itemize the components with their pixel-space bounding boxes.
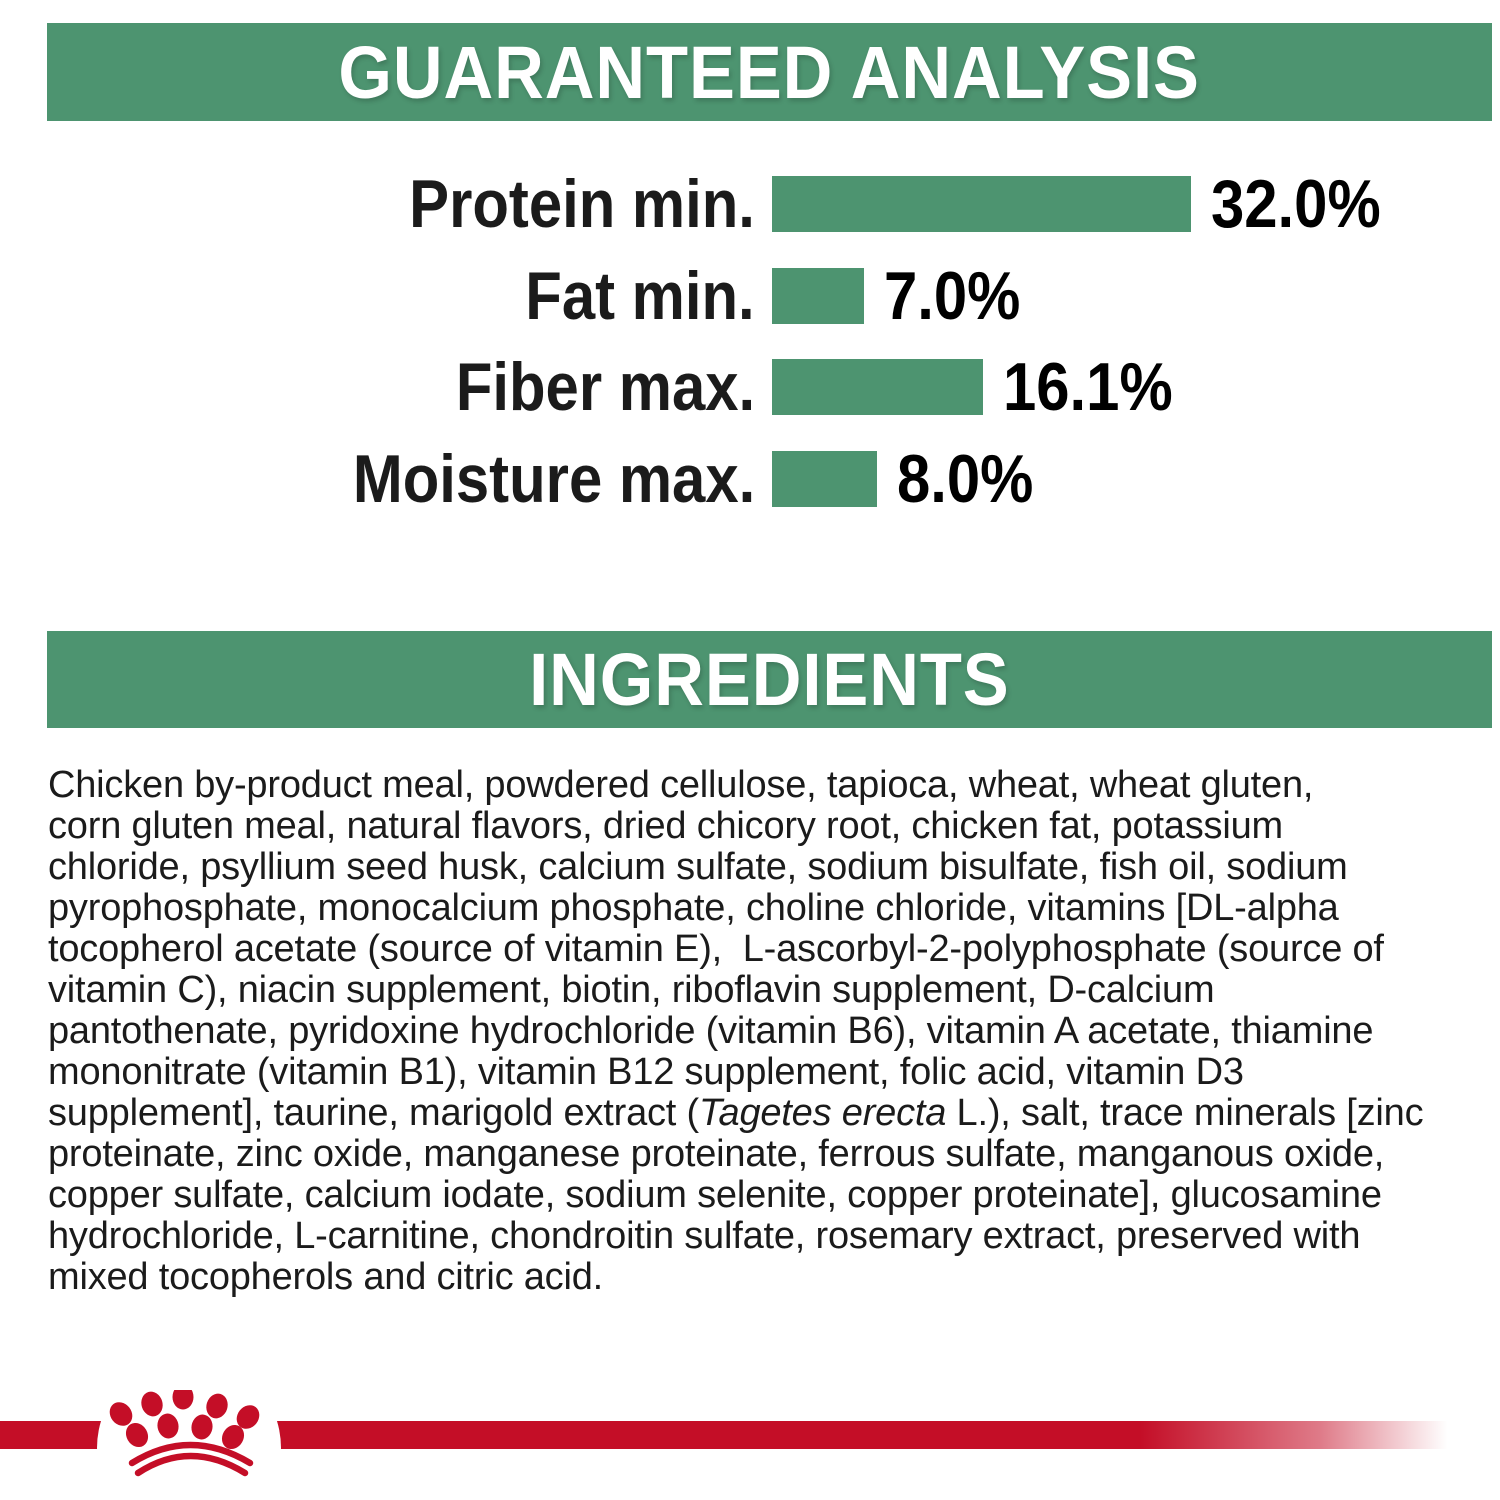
crown-dot xyxy=(206,1393,228,1419)
crown-dot xyxy=(221,1424,245,1450)
guaranteed-analysis-chart: Protein min. 32.0% Fat min. 7.0% Fiber max. 1… xyxy=(0,0,1500,560)
nutrient-value: 16.1% xyxy=(1003,349,1173,426)
analysis-row: Protein min. 32.0% xyxy=(0,166,1500,242)
crown-dot xyxy=(109,1402,133,1426)
nutrient-label: Moisture max. xyxy=(352,440,755,517)
value-bar xyxy=(772,267,864,324)
nutrient-value: 32.0% xyxy=(1211,166,1381,242)
crown-dot xyxy=(172,1390,194,1410)
nutrient-label: Fiber max. xyxy=(455,349,755,426)
analysis-row: Moisture max. 8.0% xyxy=(0,440,1500,517)
ingredients-text-part: L.), salt, trace minerals [zinc proteina… xyxy=(48,1092,1424,1298)
analysis-row: Fiber max. 16.1% xyxy=(0,349,1500,426)
ingredients-text-part: Chicken by-product meal, powdered cellul… xyxy=(48,764,1384,1134)
crown-dot xyxy=(125,1422,149,1448)
crown-dot xyxy=(191,1414,213,1440)
nutrient-label: Fat min. xyxy=(525,257,755,334)
nutrient-value: 8.0% xyxy=(897,440,1034,517)
royal-canin-crown-logo xyxy=(109,1390,260,1477)
crown-arc-lower xyxy=(134,1452,249,1477)
nutrient-label: Protein min. xyxy=(409,166,755,242)
ingredients-paragraph: Chicken by-product meal, powdered cellul… xyxy=(48,764,1424,1298)
analysis-row: Fat min. 7.0% xyxy=(0,257,1500,334)
value-bar xyxy=(772,359,983,416)
crown-arc-upper xyxy=(128,1441,254,1467)
crown-dot xyxy=(157,1413,179,1439)
crown-dot xyxy=(141,1391,163,1417)
value-bar xyxy=(772,176,1191,232)
guaranteed-analysis-banner: GUARANTEED ANALYSIS xyxy=(47,23,1492,121)
guaranteed-analysis-title: GUARANTEED ANALYSIS xyxy=(338,30,1201,114)
ingredients-banner: INGREDIENTS xyxy=(47,631,1492,728)
latin-name-italic: Tagetes erecta xyxy=(698,1092,947,1134)
crown-dot xyxy=(236,1405,260,1429)
nutrient-value: 7.0% xyxy=(884,257,1021,334)
ingredients-title: INGREDIENTS xyxy=(529,638,1010,721)
value-bar xyxy=(772,450,877,507)
